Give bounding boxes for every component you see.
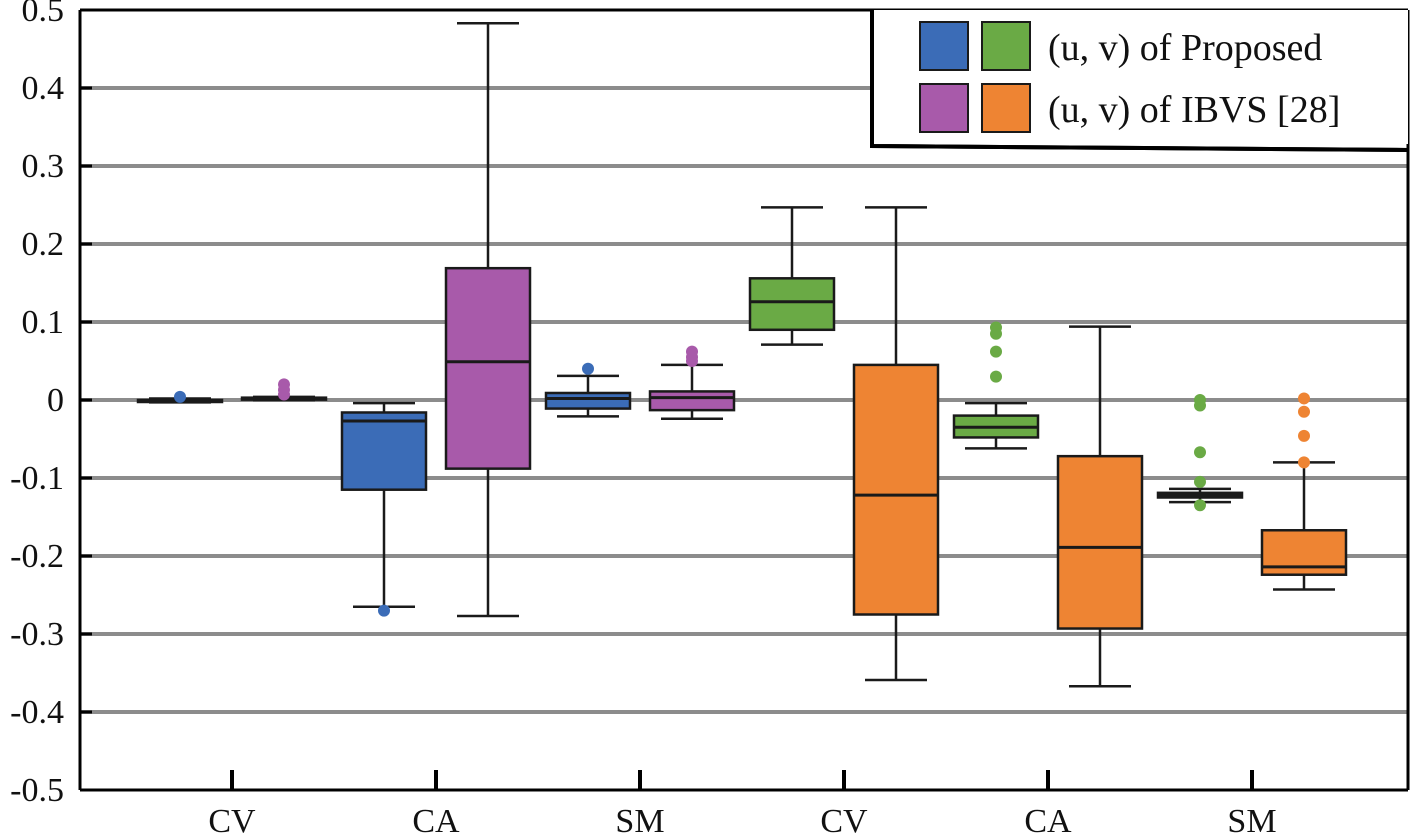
box-rect bbox=[340, 411, 428, 491]
legend-swatch bbox=[919, 83, 969, 133]
box-rect bbox=[1056, 454, 1144, 630]
outlier-point bbox=[1298, 456, 1310, 469]
outlier-point bbox=[1194, 446, 1206, 459]
legend-swatch bbox=[981, 21, 1031, 71]
box-6 bbox=[748, 206, 836, 346]
y-tick-label: 0.2 bbox=[22, 226, 65, 263]
outlier-point bbox=[1298, 429, 1310, 442]
outlier-point bbox=[582, 362, 594, 375]
legend-label: (u, v) of IBVS [28] bbox=[1048, 89, 1340, 131]
box-rect bbox=[648, 390, 736, 412]
outlier-point bbox=[990, 327, 1002, 340]
box-rect bbox=[444, 266, 532, 470]
legend-border bbox=[870, 10, 1409, 152]
outlier-point bbox=[1194, 475, 1206, 488]
legend-swatch bbox=[919, 21, 969, 71]
y-tick-label: -0.5 bbox=[10, 772, 64, 809]
box-3 bbox=[444, 22, 532, 618]
box-rect bbox=[852, 363, 940, 616]
y-tick-label: -0.1 bbox=[10, 460, 64, 497]
boxes bbox=[136, 22, 1348, 688]
outlier-point bbox=[378, 604, 390, 617]
y-tick-label: -0.4 bbox=[10, 694, 64, 731]
outlier-point bbox=[1194, 399, 1206, 412]
box-5 bbox=[648, 345, 736, 420]
outlier-point bbox=[990, 370, 1002, 383]
box-2 bbox=[340, 401, 428, 617]
y-tick-label: 0.5 bbox=[22, 0, 65, 29]
outlier-point bbox=[278, 388, 290, 401]
box-rect bbox=[748, 277, 836, 332]
box-rect bbox=[544, 391, 632, 410]
x-category-label: CV bbox=[820, 803, 868, 838]
x-category-label: SM bbox=[615, 803, 664, 838]
box-11 bbox=[1260, 392, 1348, 591]
outlier-point bbox=[1194, 499, 1206, 512]
box-10 bbox=[1156, 394, 1244, 512]
y-tick-label: 0.3 bbox=[22, 148, 65, 185]
legend: (u, v) of Proposed (u, v) of IBVS [28] bbox=[870, 10, 1409, 152]
y-tick-label: 0.1 bbox=[22, 304, 65, 341]
outlier-point bbox=[1298, 392, 1310, 405]
y-tick-label: 0 bbox=[47, 382, 64, 419]
y-tick-label: -0.3 bbox=[10, 616, 64, 653]
x-category-label: SM bbox=[1227, 803, 1276, 838]
x-category-label: CA bbox=[1024, 803, 1072, 838]
outlier-point bbox=[1298, 405, 1310, 418]
box-1 bbox=[240, 378, 328, 402]
box-9 bbox=[1056, 325, 1144, 688]
y-tick-label: -0.2 bbox=[10, 538, 64, 575]
outlier-point bbox=[174, 390, 186, 403]
box-0 bbox=[136, 390, 224, 404]
y-tick-label: 0.4 bbox=[22, 70, 65, 107]
outlier-point bbox=[686, 355, 698, 367]
box-4 bbox=[544, 362, 632, 418]
legend-swatch bbox=[981, 83, 1031, 133]
box-7 bbox=[852, 206, 940, 682]
axes: -0.5 -0.4 -0.3 -0.2 -0.1 0 0.1 0.2 0.3 0.4 0.5 CV CA… bbox=[10, 0, 1410, 838]
legend-label: (u, v) of Proposed bbox=[1048, 27, 1322, 69]
outlier-point bbox=[990, 345, 1002, 358]
box-8 bbox=[952, 321, 1040, 450]
x-category-label: CV bbox=[208, 803, 256, 838]
x-category-label: CA bbox=[412, 803, 460, 838]
